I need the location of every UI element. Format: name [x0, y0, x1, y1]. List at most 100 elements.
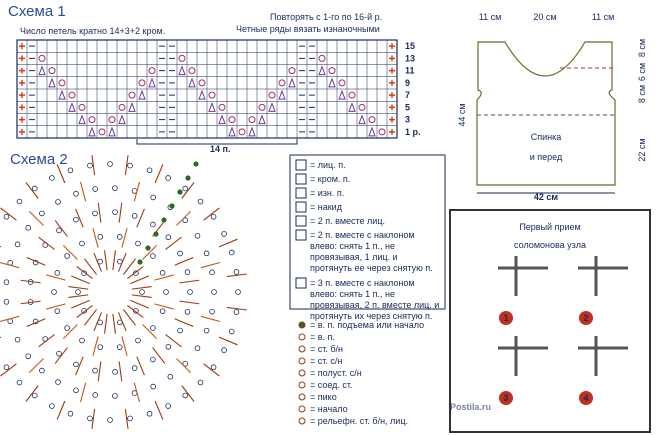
- edge-stitch: [19, 104, 25, 111]
- stitch: [83, 258, 98, 275]
- decrease: [68, 101, 76, 112]
- chain: [87, 415, 93, 422]
- stitch: [152, 347, 166, 364]
- stitch: [154, 164, 164, 184]
- stitch: [176, 358, 191, 373]
- chain: [64, 325, 70, 331]
- decrease: [358, 114, 366, 125]
- repeat-label: 14 п.: [210, 144, 230, 154]
- chain: [49, 403, 55, 409]
- chain: [182, 217, 189, 224]
- decrease: [118, 114, 126, 125]
- yarn-over: [278, 79, 286, 87]
- yarn-over: [148, 67, 156, 75]
- stitch: [136, 356, 145, 376]
- repeat-bracket: [136, 139, 298, 145]
- stitch: [62, 244, 78, 260]
- stitch: [117, 252, 127, 272]
- yarn-over: [328, 67, 336, 75]
- stitch: [54, 220, 68, 237]
- decrease: [318, 65, 326, 76]
- edge-stitch: [389, 43, 395, 50]
- stitch: [142, 244, 158, 260]
- yarn-over: [208, 91, 216, 99]
- stitch: [154, 274, 174, 281]
- chain: [92, 367, 98, 374]
- decrease: [188, 77, 196, 88]
- stitch: [62, 324, 78, 340]
- legend-symbol: [298, 417, 306, 425]
- row-number: 5: [405, 102, 410, 112]
- stitch: [131, 285, 152, 290]
- stitch: [79, 181, 87, 202]
- chain: [210, 364, 217, 371]
- step-badge: [579, 311, 593, 325]
- decrease: [198, 89, 206, 100]
- stitch: [38, 236, 55, 250]
- yarn-over: [288, 67, 296, 75]
- chain: [150, 253, 156, 259]
- decrease: [328, 77, 336, 88]
- chain: [56, 227, 62, 234]
- note: Повторять с 1-го по 16-й р.: [270, 12, 382, 22]
- chain: [187, 289, 193, 295]
- yarn-over: [368, 116, 376, 124]
- stitch: [0, 207, 17, 221]
- chain: [211, 289, 217, 295]
- schema-title: Схема 2: [10, 151, 68, 168]
- hook: [498, 256, 548, 296]
- chain: [73, 387, 79, 394]
- yarn-over: [188, 67, 196, 75]
- chain: [92, 210, 98, 217]
- legend-symbol: [298, 369, 306, 377]
- chain: [112, 369, 118, 375]
- legend-text: = накид: [310, 202, 343, 212]
- stitch: [75, 208, 84, 228]
- legend-symbol: [298, 357, 306, 365]
- chain: [135, 240, 141, 247]
- step-number: 2: [583, 313, 588, 323]
- decrease: [128, 101, 136, 112]
- legend-symbol: [295, 159, 307, 171]
- stitch: [0, 315, 20, 323]
- stitch: [122, 309, 137, 326]
- dimension: 11 см: [479, 12, 502, 22]
- yarn-over: [318, 54, 326, 62]
- yarn-over: [238, 128, 246, 136]
- watermark: Postila.ru: [450, 402, 491, 412]
- edge-stitch: [19, 116, 25, 123]
- yarn-over: [198, 79, 206, 87]
- legend-text: = ст. б/н: [310, 344, 343, 354]
- stitch: [218, 336, 238, 346]
- stitch: [56, 400, 66, 420]
- row-number: 9: [405, 78, 410, 88]
- chain: [203, 327, 210, 334]
- stitch: [131, 294, 152, 299]
- chain: [194, 345, 201, 352]
- legend-text: = пико: [310, 392, 337, 402]
- chain: [182, 392, 189, 399]
- chain: [3, 279, 10, 285]
- chain: [182, 185, 189, 192]
- start-chain: [169, 203, 175, 209]
- chain: [146, 410, 153, 417]
- chain: [165, 343, 172, 350]
- chain: [221, 347, 227, 353]
- chain: [127, 415, 133, 422]
- edge-stitch: [389, 116, 395, 123]
- chain: [235, 289, 241, 295]
- edge-stitch: [19, 43, 25, 50]
- chain: [177, 250, 183, 257]
- yarn-over: [258, 103, 266, 111]
- chain: [75, 289, 81, 295]
- stitch: [142, 324, 158, 340]
- chain: [131, 213, 138, 219]
- step-badge: [499, 391, 513, 405]
- start-chain: [137, 259, 143, 265]
- stitch: [130, 299, 150, 309]
- stitch: [92, 336, 99, 356]
- chain: [3, 364, 10, 371]
- stitch: [118, 361, 123, 382]
- chain: [182, 360, 189, 367]
